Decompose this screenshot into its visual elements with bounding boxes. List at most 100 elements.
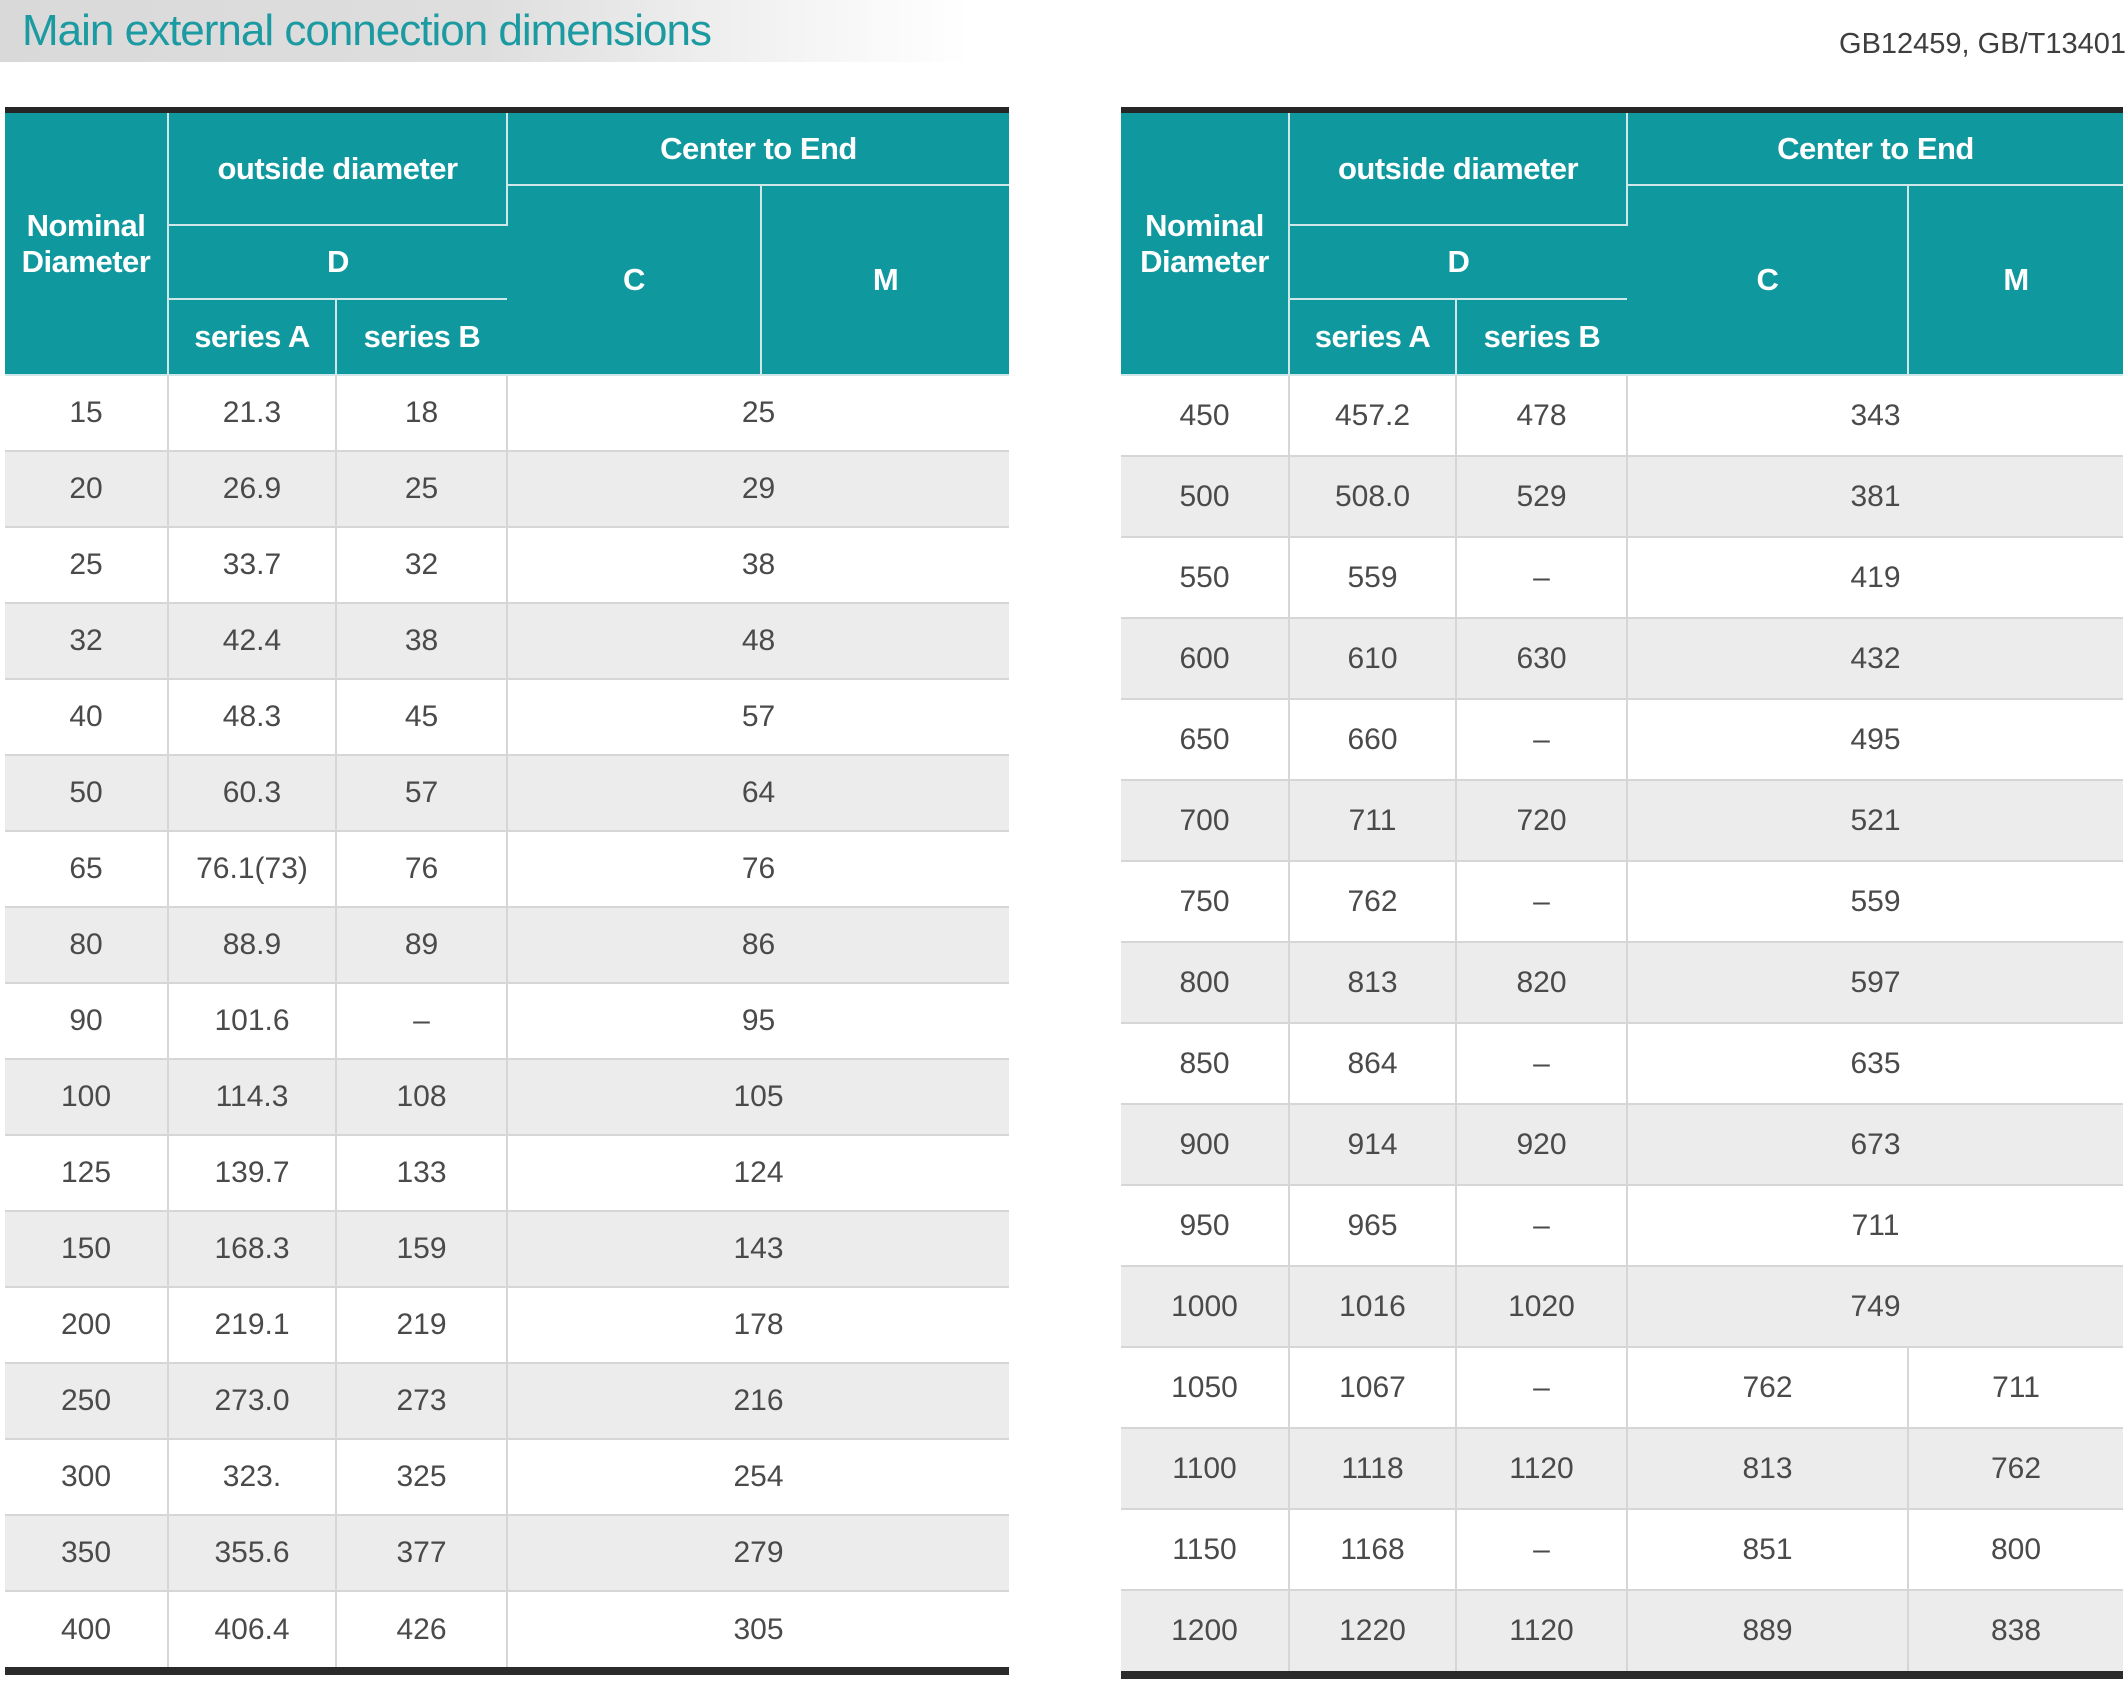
- cell-series-b: –: [1455, 698, 1628, 781]
- cell-series-a: 1168: [1288, 1508, 1457, 1591]
- cell-center-to-end: 597: [1625, 941, 2124, 1024]
- dimensions-table-right: Nominal Diameter outside diameter Center…: [1121, 107, 2124, 1679]
- cell-series-b: 159: [335, 1210, 508, 1288]
- header-c: C: [1627, 184, 1909, 376]
- cell-center-to-end: 305: [505, 1590, 1010, 1667]
- header-nominal-diameter: Nominal Diameter: [5, 113, 169, 376]
- table-row: 40 48.3 45 57: [5, 678, 1010, 756]
- table-row: 15 21.3 18 25: [5, 374, 1010, 452]
- cell-center-to-end: 105: [505, 1058, 1010, 1136]
- page-title: Main external connection dimensions: [22, 6, 712, 55]
- table-row: 1200 1220 1120 889 838: [1121, 1589, 2124, 1671]
- cell-series-a: 864: [1288, 1022, 1457, 1105]
- header-outside-diameter: outside diameter: [1288, 113, 1628, 226]
- table-row: 600 610 630 432: [1121, 617, 2124, 700]
- cell-m: 711: [1906, 1346, 2124, 1429]
- cell-series-a: 914: [1288, 1103, 1457, 1186]
- header-series-b: series B: [335, 298, 507, 376]
- cell-series-b: –: [1455, 536, 1628, 619]
- cell-series-b: 377: [335, 1514, 508, 1592]
- table-row: 250 273.0 273 216: [5, 1362, 1010, 1440]
- table-row: 400 406.4 426 305: [5, 1590, 1010, 1667]
- cell-center-to-end: 57: [505, 678, 1010, 756]
- table-row: 950 965–711: [1121, 1184, 2124, 1267]
- table-row: 65 76.1(73) 76 76: [5, 830, 1010, 908]
- table-body: 15 21.3 18 25 20 26.9 25 29 25 33.7 32 38 32 42.4 38 48…: [5, 374, 1010, 1667]
- cell-nominal-diameter: 650: [1121, 698, 1290, 781]
- header-d: D: [168, 224, 507, 300]
- cell-series-a: 1118: [1288, 1427, 1457, 1510]
- cell-series-a: 21.3: [167, 374, 337, 452]
- cell-series-a: 101.6: [167, 982, 337, 1060]
- table-row: 1100 1118 1120 813 762: [1121, 1427, 2124, 1510]
- table-row: 150 168.3 159 143: [5, 1210, 1010, 1288]
- table-row: 650 660–495: [1121, 698, 2124, 781]
- standards-label: GB12459, GB/T13401: [1839, 28, 2126, 60]
- table-row: 350 355.6 377 279: [5, 1514, 1010, 1592]
- cell-center-to-end: 48: [505, 602, 1010, 680]
- cell-nominal-diameter: 50: [5, 754, 169, 832]
- cell-series-a: 60.3: [167, 754, 337, 832]
- cell-series-a: 559: [1288, 536, 1457, 619]
- cell-center-to-end: 254: [505, 1438, 1010, 1516]
- cell-nominal-diameter: 950: [1121, 1184, 1290, 1267]
- header-m: M: [1906, 184, 2124, 376]
- cell-nominal-diameter: 150: [5, 1210, 169, 1288]
- table-row: 750 762–559: [1121, 860, 2124, 943]
- cell-series-a: 813: [1288, 941, 1457, 1024]
- cell-center-to-end: 343: [1625, 374, 2124, 457]
- cell-nominal-diameter: 300: [5, 1438, 169, 1516]
- cell-series-a: 406.4: [167, 1590, 337, 1667]
- header-series-a: series A: [168, 298, 337, 376]
- cell-center-to-end: 432: [1625, 617, 2124, 700]
- cell-series-a: 355.6: [167, 1514, 337, 1592]
- cell-series-b: –: [1455, 860, 1628, 943]
- cell-c: 762: [1626, 1346, 1909, 1429]
- cell-nominal-diameter: 80: [5, 906, 169, 984]
- cell-center-to-end: 25: [505, 374, 1010, 452]
- cell-series-b: 273: [335, 1362, 508, 1440]
- cell-center-to-end: 38: [505, 526, 1010, 604]
- cell-nominal-diameter: 250: [5, 1362, 169, 1440]
- cell-series-b: 45: [335, 678, 508, 756]
- cell-series-b: 1120: [1455, 1589, 1628, 1671]
- cell-nominal-diameter: 350: [5, 1514, 169, 1592]
- table-row: 550 559–419: [1121, 536, 2124, 619]
- cell-series-b: 219: [335, 1286, 508, 1364]
- cell-center-to-end: 95: [505, 982, 1010, 1060]
- cell-nominal-diameter: 40: [5, 678, 169, 756]
- cell-series-a: 42.4: [167, 602, 337, 680]
- table-row: 50 60.3 57 64: [5, 754, 1010, 832]
- header-outside-diameter: outside diameter: [167, 113, 508, 226]
- cell-center-to-end: 178: [505, 1286, 1010, 1364]
- table-row: 1050 1067–762 711: [1121, 1346, 2124, 1429]
- cell-series-b: 426: [335, 1590, 508, 1667]
- cell-nominal-diameter: 1200: [1121, 1589, 1290, 1671]
- table-row: 200 219.1 219 178: [5, 1286, 1010, 1364]
- cell-nominal-diameter: 1100: [1121, 1427, 1290, 1510]
- cell-series-b: 478: [1455, 374, 1628, 457]
- cell-nominal-diameter: 400: [5, 1590, 169, 1667]
- table-row: 80 88.9 89 86: [5, 906, 1010, 984]
- cell-center-to-end: 711: [1625, 1184, 2124, 1267]
- cell-nominal-diameter: 1000: [1121, 1265, 1290, 1348]
- header-d: D: [1289, 224, 1627, 300]
- cell-series-a: 508.0: [1288, 455, 1457, 538]
- cell-series-a: 168.3: [167, 1210, 337, 1288]
- cell-center-to-end: 749: [1625, 1265, 2124, 1348]
- cell-center-to-end: 64: [505, 754, 1010, 832]
- cell-m: 800: [1906, 1508, 2124, 1591]
- cell-c: 889: [1626, 1589, 1909, 1671]
- cell-nominal-diameter: 32: [5, 602, 169, 680]
- cell-series-b: 325: [335, 1438, 508, 1516]
- table-row: 800 813 820 597: [1121, 941, 2124, 1024]
- cell-series-a: 139.7: [167, 1134, 337, 1212]
- cell-series-b: 529: [1455, 455, 1628, 538]
- cell-nominal-diameter: 200: [5, 1286, 169, 1364]
- cell-nominal-diameter: 700: [1121, 779, 1290, 862]
- cell-c: 851: [1626, 1508, 1909, 1591]
- cell-m: 838: [1906, 1589, 2124, 1671]
- cell-nominal-diameter: 15: [5, 374, 169, 452]
- table-row: 700 711 720 521: [1121, 779, 2124, 862]
- cell-series-a: 1067: [1288, 1346, 1457, 1429]
